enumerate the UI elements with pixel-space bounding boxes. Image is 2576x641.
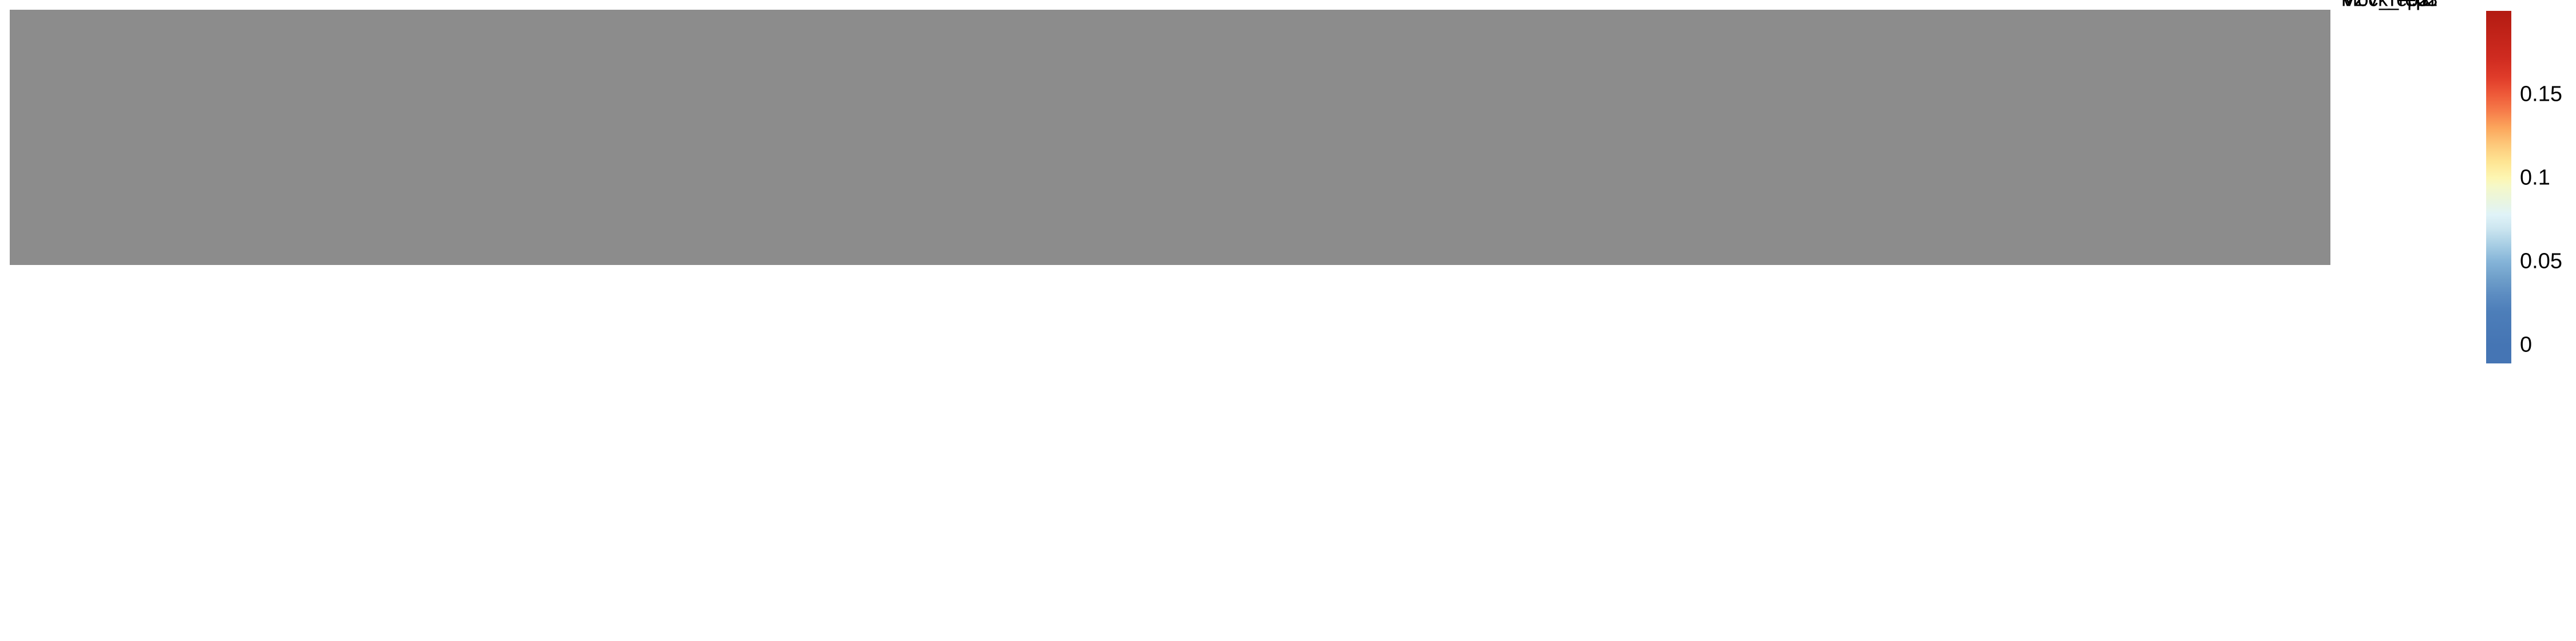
legend-gradient-bar: [2486, 11, 2511, 363]
row-label: VZV_rep3: [2341, 0, 2429, 11]
row-label: Mock_rep3: [2341, 0, 2437, 11]
row-label: VZV_rep1: [2341, 0, 2429, 11]
legend-tick-label: 0.15: [2520, 82, 2562, 106]
heatmap-grid: [10, 10, 2330, 265]
legend-tick-label: 0: [2520, 333, 2532, 357]
row-label: VZV_rep2: [2341, 0, 2429, 11]
legend-tick-label: 0.05: [2520, 249, 2562, 274]
row-label: Mock_rep2: [2341, 0, 2437, 11]
legend-tick-label: 0.1: [2520, 165, 2550, 190]
row-label: Mock_rep1: [2341, 0, 2437, 11]
